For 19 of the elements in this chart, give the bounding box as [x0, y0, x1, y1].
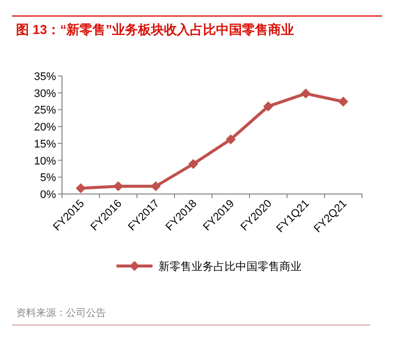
point	[188, 158, 198, 169]
y-tick-label: 25%	[34, 104, 56, 117]
y-tick-label: 10%	[34, 155, 56, 168]
y-tick-label: 0%	[40, 189, 56, 201]
y-tick-label: 35%	[34, 71, 56, 83]
point	[263, 101, 274, 112]
point	[226, 134, 236, 144]
y-tick-label: 30%	[34, 88, 56, 100]
chart-title: 图 13：“新零售”业务板块收入占比中国零售商业	[16, 22, 294, 37]
text: 资料来源：公司公告	[16, 307, 106, 319]
y-tick-label: 15%	[34, 138, 56, 150]
y-tick-label: 5%	[40, 172, 56, 184]
point	[338, 96, 348, 107]
point	[150, 181, 161, 192]
legend-label: 新零售业务占比中国零售商业	[158, 260, 302, 273]
point	[113, 181, 124, 192]
point	[300, 88, 311, 99]
point	[76, 183, 86, 194]
y-tick-label: 20%	[34, 122, 56, 134]
